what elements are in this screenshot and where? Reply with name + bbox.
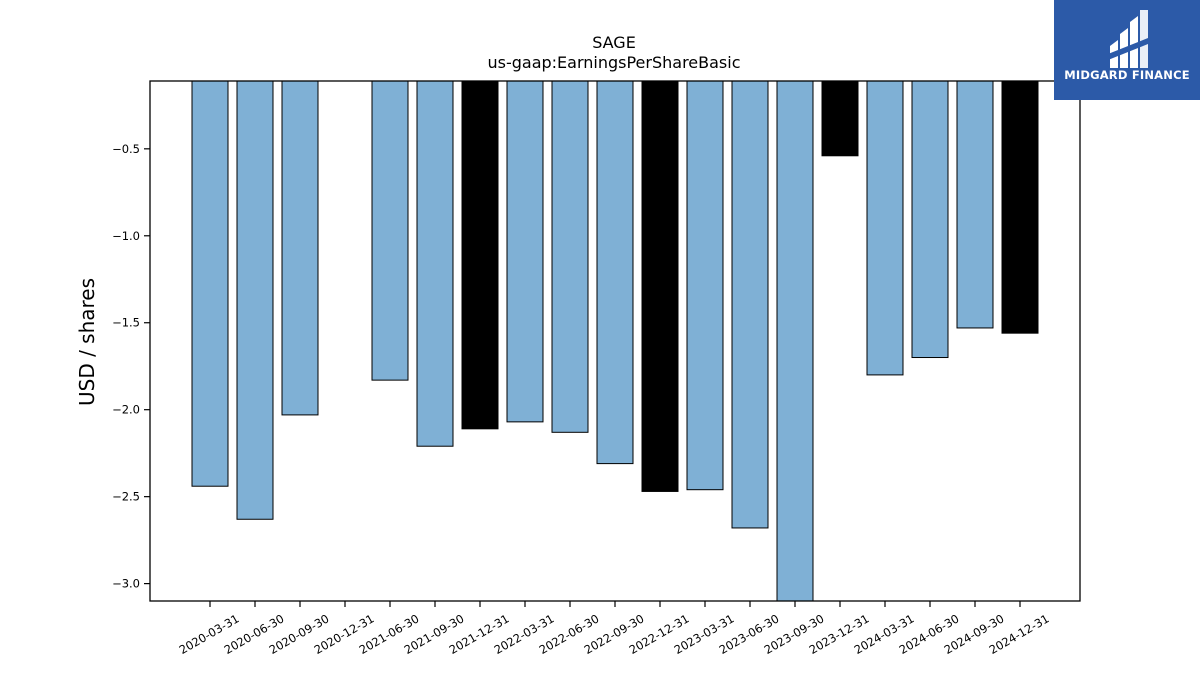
y-tick-label: −2.0 [112, 403, 140, 417]
y-tick-label: −1.5 [112, 316, 140, 330]
chart-title: SAGE [592, 33, 636, 52]
brand-logo: MIDGARD FINANCE [1054, 0, 1200, 100]
bar-2020-06-30 [236, 80, 274, 520]
bar-2021-12-31 [461, 80, 499, 430]
bar-2022-12-31 [641, 80, 679, 492]
bar-2024-03-31 [866, 80, 904, 376]
y-tick-label: −2.5 [112, 490, 140, 504]
bar-2022-06-30 [551, 80, 589, 433]
bar-2022-03-31 [506, 80, 544, 423]
x-axis: 2020-03-312020-06-302020-09-302020-12-31… [177, 601, 1052, 657]
bar-2023-09-30 [776, 80, 814, 602]
y-tick-label: −1.0 [112, 229, 140, 243]
bar-2020-03-31 [191, 80, 229, 487]
bar-2022-09-30 [596, 80, 634, 465]
bar-2021-06-30 [371, 80, 409, 381]
bar-2020-09-30 [281, 80, 319, 416]
y-axis-label: USD / shares [75, 278, 99, 406]
bar-2021-09-30 [416, 80, 454, 447]
bar-2024-06-30 [911, 80, 949, 359]
y-tick-label: −3.0 [112, 577, 140, 591]
bar-2024-12-31 [1001, 80, 1039, 334]
logo-text: MIDGARD FINANCE [1064, 68, 1190, 82]
bars-group [191, 80, 1039, 602]
logo-mark-icon [1108, 10, 1148, 68]
y-axis: −0.5 −1.0 −1.5 −2.0 −2.5 −3.0 [112, 142, 150, 591]
bar-2023-12-31 [821, 80, 859, 157]
bar-2023-03-31 [686, 80, 724, 491]
plot-frame [149, 80, 1081, 602]
bar-2024-09-30 [956, 80, 994, 329]
y-tick-label: −0.5 [112, 142, 140, 156]
chart-subtitle: us-gaap:EarningsPerShareBasic [487, 53, 740, 72]
bar-2023-06-30 [731, 80, 769, 529]
